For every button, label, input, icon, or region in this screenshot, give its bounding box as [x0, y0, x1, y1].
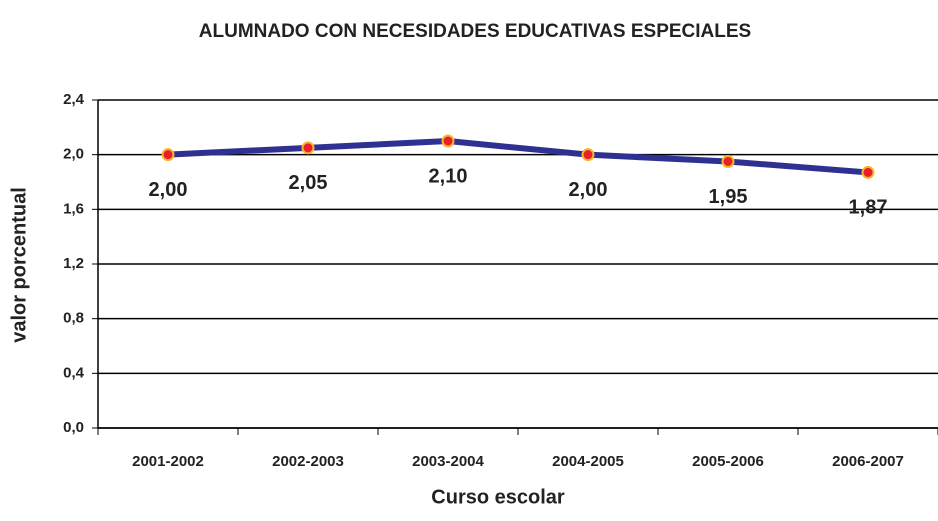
data-label: 2,00 — [569, 179, 608, 201]
data-label: 1,87 — [849, 197, 888, 219]
x-tick-label: 2003-2004 — [412, 453, 484, 470]
marker — [581, 148, 595, 162]
x-tick-label: 2006-2007 — [832, 453, 904, 470]
x-tick-label: 2001-2002 — [132, 453, 204, 470]
x-tick-label: 2004-2005 — [552, 453, 624, 470]
y-tick-label: 1,2 — [63, 255, 84, 272]
chart-title: ALUMNADO CON NECESIDADES EDUCATIVAS ESPE… — [199, 21, 751, 42]
marker — [441, 134, 455, 148]
data-label: 2,10 — [429, 165, 468, 187]
y-tick-label: 1,6 — [63, 200, 84, 217]
data-label: 2,00 — [149, 179, 188, 201]
line — [167, 138, 869, 176]
marker — [861, 165, 875, 179]
y-tick-label: 2,0 — [63, 146, 84, 163]
marker — [161, 148, 175, 162]
y-axis-title: valor porcentual — [8, 187, 30, 343]
x-tick-label: 2002-2003 — [272, 453, 344, 470]
y-tick-label: 2,4 — [63, 91, 85, 108]
x-axis-title: Curso escolar — [431, 486, 565, 508]
y-tick-label: 0,4 — [63, 364, 85, 381]
y-tick-label: 0,8 — [63, 310, 84, 327]
data-label: 1,95 — [709, 186, 748, 208]
marker — [721, 155, 735, 168]
data-label: 2,05 — [289, 172, 328, 194]
marker — [301, 141, 315, 155]
y-tick-label: 0,0 — [63, 419, 84, 436]
x-tick-label: 2005-2006 — [692, 453, 764, 470]
